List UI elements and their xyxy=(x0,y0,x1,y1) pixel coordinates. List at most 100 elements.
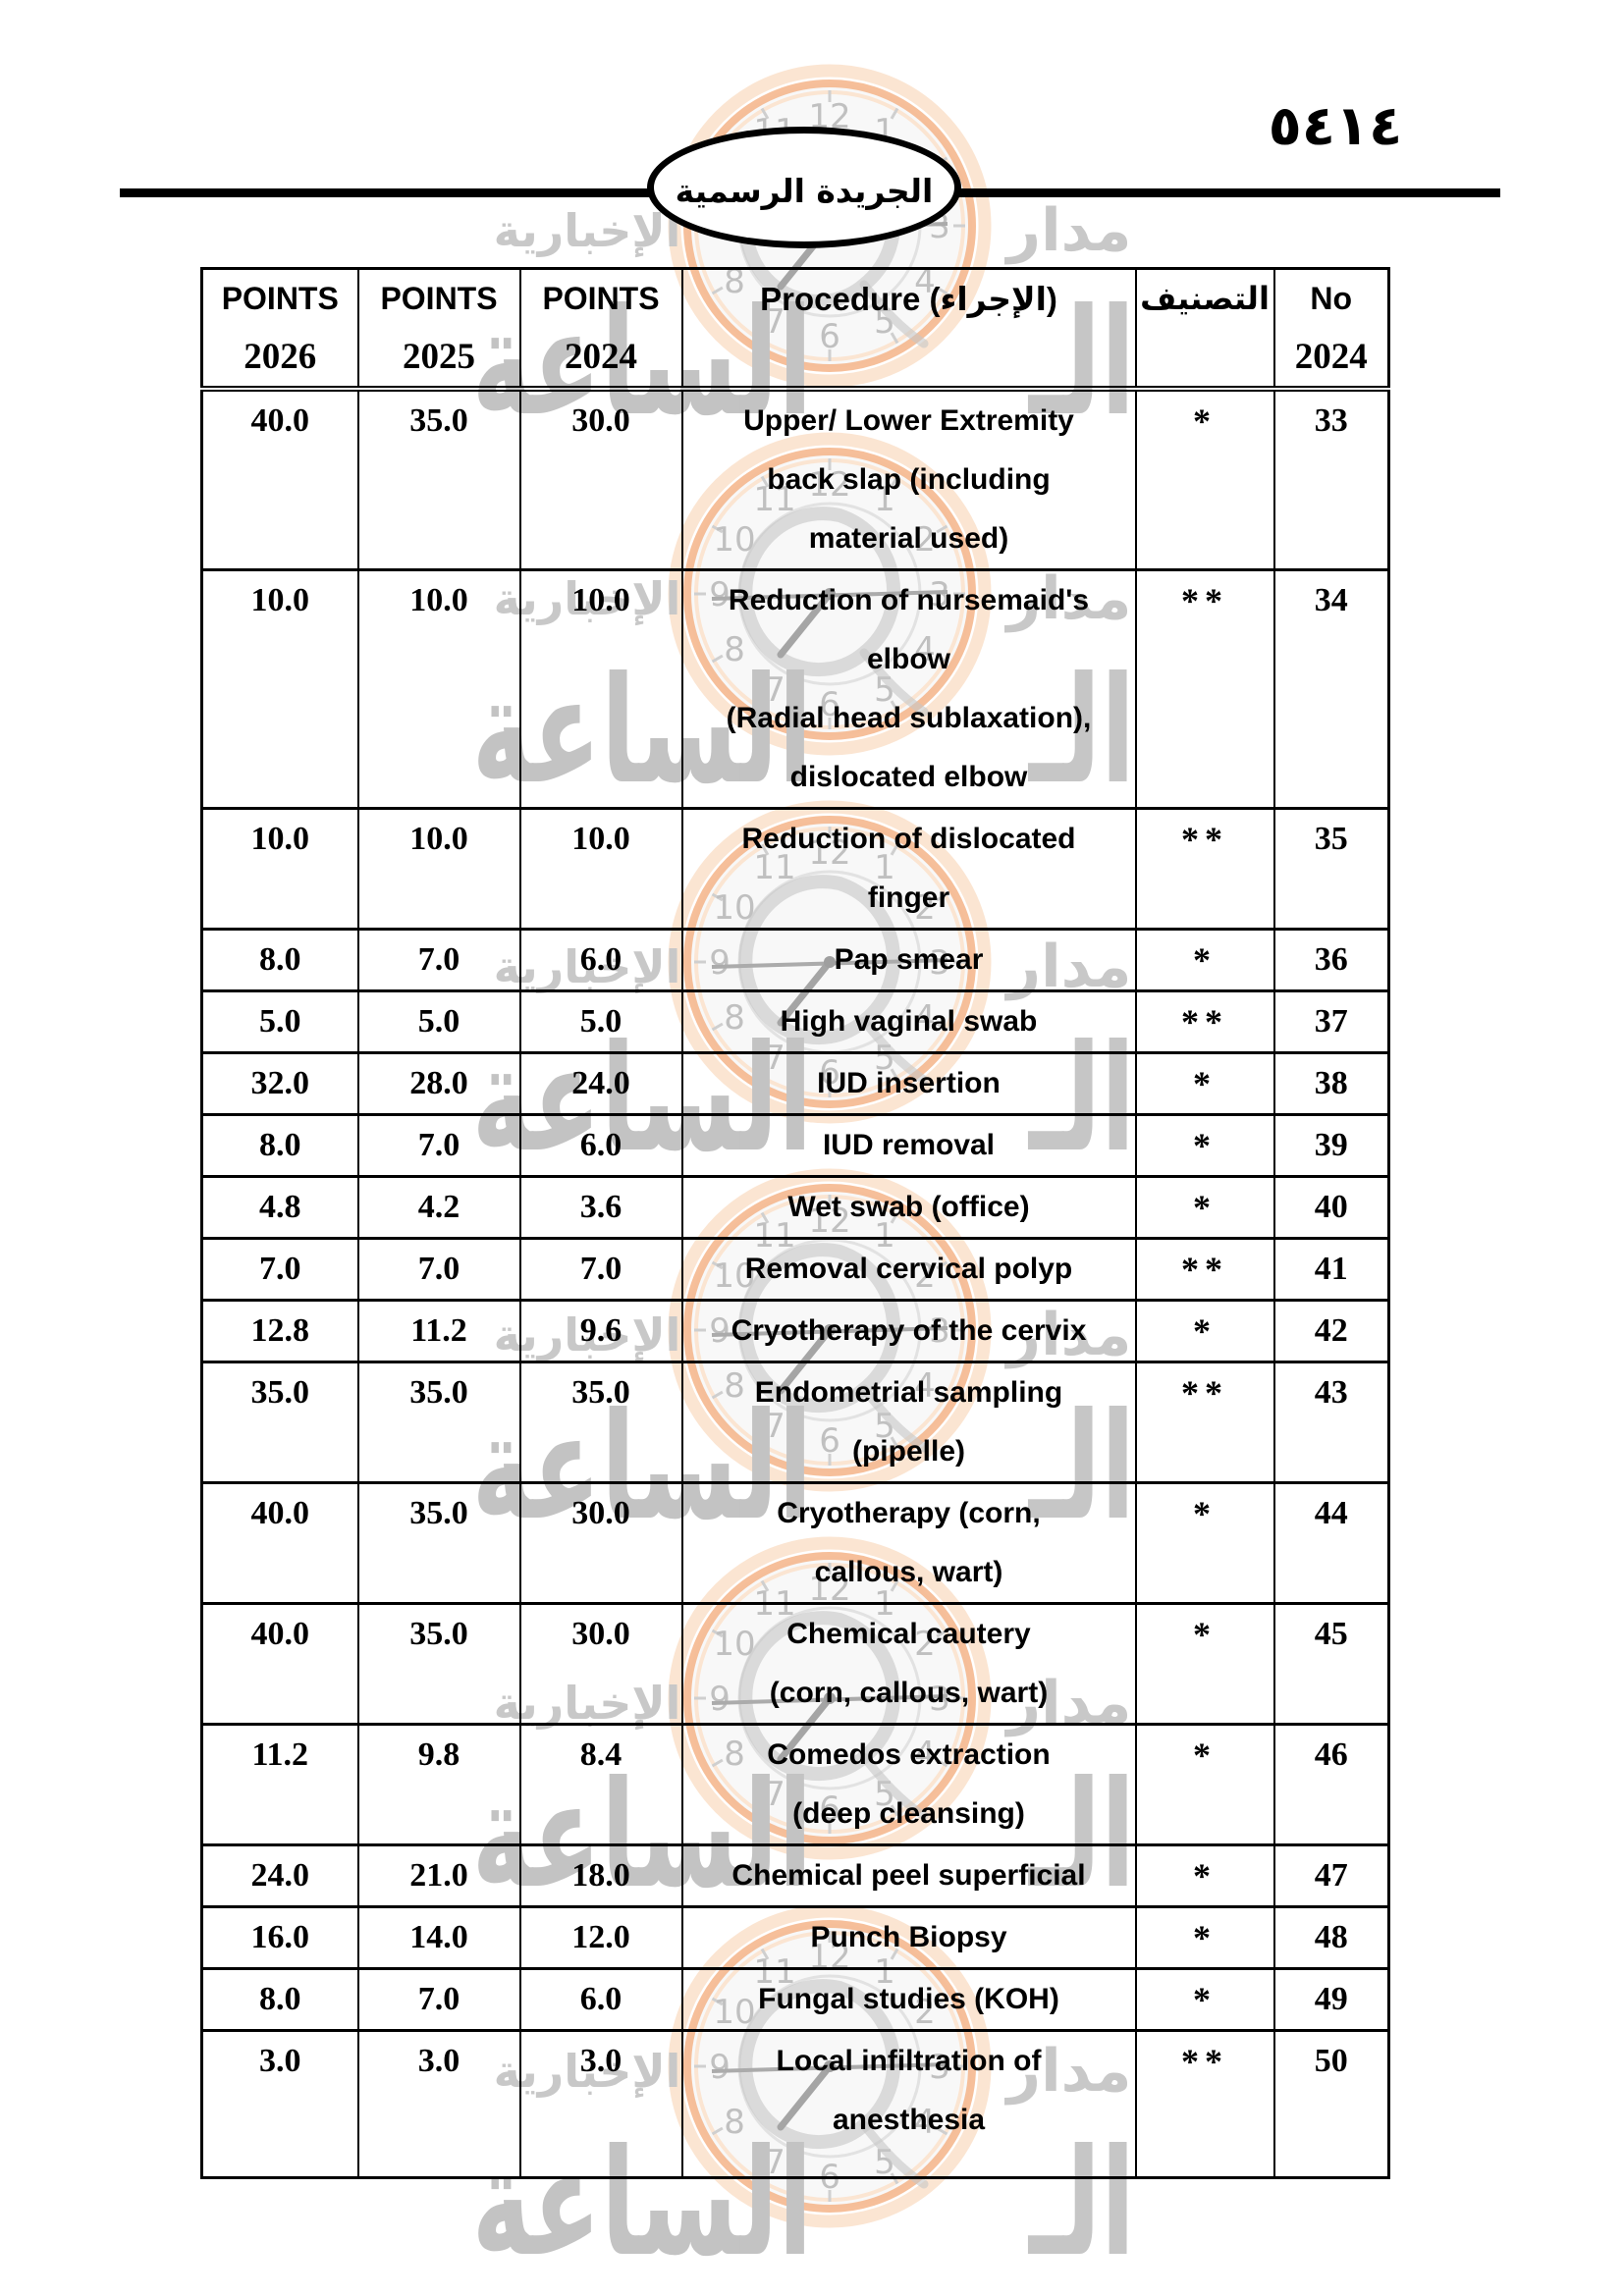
table-row: 32.0 28.0 24.0 IUD insertion * 38 xyxy=(200,1051,1390,1116)
procedure-cell: IUD removal xyxy=(680,1113,1137,1178)
table-row: 40.0 35.0 30.0 Cryotherapy (corn, callous, … xyxy=(200,1481,1390,1605)
table-row: 24.0 21.0 18.0 Chemical peel superficial * 47 xyxy=(200,1843,1390,1908)
points-2025-cell: 7.0 xyxy=(356,1237,521,1302)
points-2024-cell: 6.0 xyxy=(518,928,683,992)
points-2024-cell: 9.6 xyxy=(518,1299,683,1363)
gazette-title: الجريدة الرسمية xyxy=(675,171,934,210)
column-header-year: 2025 xyxy=(403,337,475,377)
points-2025-cell: 10.0 xyxy=(356,807,521,931)
points-2025-cell: 9.8 xyxy=(356,1723,521,1846)
classification-cell: ** xyxy=(1134,568,1275,810)
points-2026-cell: 10.0 xyxy=(200,568,359,810)
table-row: 4.8 4.2 3.6 Wet swab (office) * 40 xyxy=(200,1175,1390,1240)
points-2025-cell: 5.0 xyxy=(356,989,521,1054)
column-header-procedure: Procedure (الإجراء) xyxy=(680,267,1137,392)
points-2025-cell: 7.0 xyxy=(356,928,521,992)
points-2026-cell: 12.8 xyxy=(200,1299,359,1363)
procedure-cell: Fungal studies (KOH) xyxy=(680,1967,1137,2032)
row-number-cell: 48 xyxy=(1272,1905,1390,1970)
row-number-cell: 38 xyxy=(1272,1051,1390,1116)
table-body: 40.0 35.0 30.0 Upper/ Lower Extremity back … xyxy=(200,387,1390,2179)
points-2025-cell: 11.2 xyxy=(356,1299,521,1363)
points-2026-cell: 16.0 xyxy=(200,1905,359,1970)
row-number-cell: 36 xyxy=(1272,928,1390,992)
points-2025-cell: 7.0 xyxy=(356,1113,521,1178)
table-row: 3.0 3.0 3.0 Local infiltration of anesthesi… xyxy=(200,2029,1390,2179)
classification-cell: * xyxy=(1134,1481,1275,1605)
points-2026-cell: 8.0 xyxy=(200,928,359,992)
table-row: 35.0 35.0 35.0 Endometrial sampling (pipell… xyxy=(200,1361,1390,1484)
row-number-cell: 34 xyxy=(1272,568,1390,810)
table-row: 11.2 9.8 8.4 Comedos extraction (deep clean… xyxy=(200,1723,1390,1846)
points-2026-cell: 4.8 xyxy=(200,1175,359,1240)
column-header-label: POINTS xyxy=(542,281,660,316)
procedure-cell: Chemical peel superficial xyxy=(680,1843,1137,1908)
points-2024-cell: 30.0 xyxy=(518,387,683,571)
points-2024-cell: 24.0 xyxy=(518,1051,683,1116)
points-2026-cell: 32.0 xyxy=(200,1051,359,1116)
points-2026-cell: 5.0 xyxy=(200,989,359,1054)
points-2024-cell: 6.0 xyxy=(518,1967,683,2032)
points-2024-cell: 5.0 xyxy=(518,989,683,1054)
procedure-cell: Reduction of nursemaid's elbow (Radial h… xyxy=(680,568,1137,810)
column-header-label: No xyxy=(1310,281,1353,316)
points-2026-cell: 3.0 xyxy=(200,2029,359,2179)
table-row: 12.8 11.2 9.6 Cryotherapy of the cervix * 42 xyxy=(200,1299,1390,1363)
points-2024-cell: 35.0 xyxy=(518,1361,683,1484)
header-row: POINTS 2026 POINTS 2025 POINTS 2024 Proc… xyxy=(200,267,1390,392)
points-2026-cell: 7.0 xyxy=(200,1237,359,1302)
watermark-tagline-text: الإخبارية xyxy=(493,204,681,257)
row-number-cell: 49 xyxy=(1272,1967,1390,2032)
procedure-cell: Upper/ Lower Extremity back slap (includ… xyxy=(680,387,1137,571)
column-header-classification: التصنيف xyxy=(1134,267,1275,392)
row-number-cell: 45 xyxy=(1272,1602,1390,1726)
classification-cell: * xyxy=(1134,1723,1275,1846)
points-2024-cell: 10.0 xyxy=(518,807,683,931)
gazette-badge: الجريدة الرسمية xyxy=(647,127,961,248)
classification-cell: * xyxy=(1134,1299,1275,1363)
points-2026-cell: 40.0 xyxy=(200,387,359,571)
row-number-cell: 39 xyxy=(1272,1113,1390,1178)
points-2026-cell: 8.0 xyxy=(200,1113,359,1178)
points-2024-cell: 18.0 xyxy=(518,1843,683,1908)
classification-cell: * xyxy=(1134,1905,1275,1970)
points-2024-cell: 6.0 xyxy=(518,1113,683,1178)
column-header-year: 2024 xyxy=(1294,337,1368,377)
classification-cell: ** xyxy=(1134,1361,1275,1484)
points-2026-cell: 8.0 xyxy=(200,1967,359,2032)
table-row: 8.0 7.0 6.0 IUD removal * 39 xyxy=(200,1113,1390,1178)
row-number-cell: 43 xyxy=(1272,1361,1390,1484)
table-row: 7.0 7.0 7.0 Removal cervical polyp ** 41 xyxy=(200,1237,1390,1302)
column-header-label: التصنيف xyxy=(1140,280,1270,317)
classification-cell: * xyxy=(1134,1175,1275,1240)
points-2024-cell: 12.0 xyxy=(518,1905,683,1970)
procedure-cell: Punch Biopsy xyxy=(680,1905,1137,1970)
points-2024-cell: 3.0 xyxy=(518,2029,683,2179)
classification-cell: ** xyxy=(1134,1237,1275,1302)
points-table: POINTS 2026 POINTS 2025 POINTS 2024 Proc… xyxy=(200,267,1390,2179)
procedure-cell: Cryotherapy of the cervix xyxy=(680,1299,1137,1363)
points-2025-cell: 7.0 xyxy=(356,1967,521,2032)
points-2024-cell: 30.0 xyxy=(518,1481,683,1605)
classification-cell: * xyxy=(1134,1602,1275,1726)
points-2026-cell: 10.0 xyxy=(200,807,359,931)
classification-cell: * xyxy=(1134,387,1275,571)
classification-cell: ** xyxy=(1134,989,1275,1054)
classification-cell: * xyxy=(1134,1967,1275,2032)
column-header-points-2025: POINTS 2025 xyxy=(356,267,521,392)
points-2025-cell: 21.0 xyxy=(356,1843,521,1908)
row-number-cell: 41 xyxy=(1272,1237,1390,1302)
points-2024-cell: 3.6 xyxy=(518,1175,683,1240)
procedure-cell: Removal cervical polyp xyxy=(680,1237,1137,1302)
table-row: 40.0 35.0 30.0 Upper/ Lower Extremity back … xyxy=(200,387,1390,571)
procedure-cell: Local infiltration of anesthesia xyxy=(680,2029,1137,2179)
classification-cell: ** xyxy=(1134,2029,1275,2179)
row-number-cell: 37 xyxy=(1272,989,1390,1054)
row-number-cell: 50 xyxy=(1272,2029,1390,2179)
table-row: 8.0 7.0 6.0 Pap smear * 36 xyxy=(200,928,1390,992)
points-2026-cell: 11.2 xyxy=(200,1723,359,1846)
points-2026-cell: 24.0 xyxy=(200,1843,359,1908)
points-2025-cell: 35.0 xyxy=(356,1602,521,1726)
procedure-cell: Reduction of dislocated finger xyxy=(680,807,1137,931)
points-2025-cell: 3.0 xyxy=(356,2029,521,2179)
